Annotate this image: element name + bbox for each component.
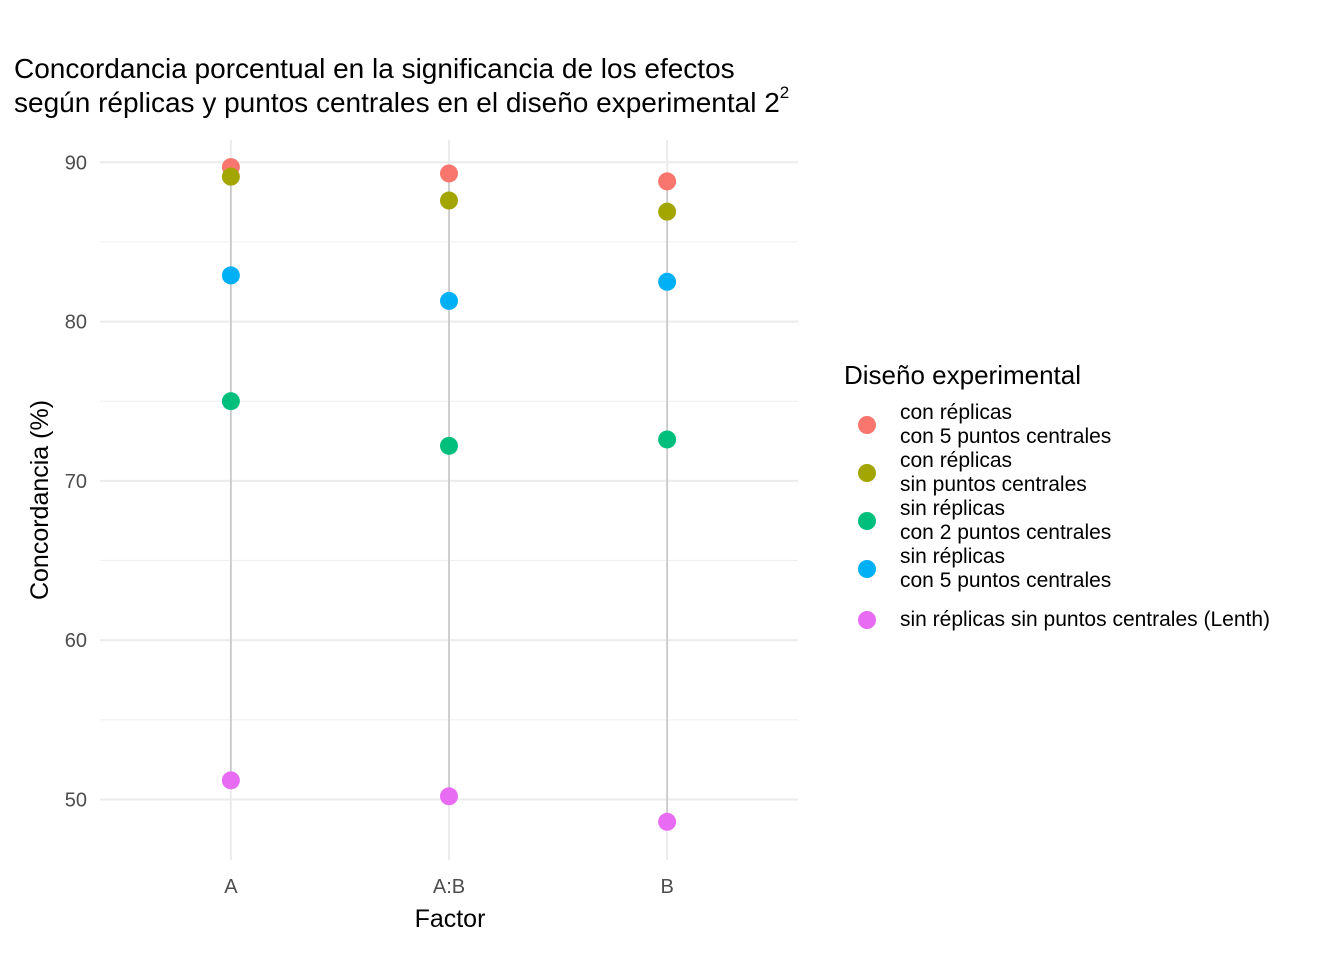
legend-label: sin réplicas con 2 puntos centrales [900, 497, 1112, 544]
data-point [221, 771, 240, 790]
data-point [658, 172, 677, 191]
y-axis-title: Concordancia (%) [26, 400, 54, 600]
legend-item: sin réplicas con 5 puntos centrales [844, 545, 1270, 593]
chart-title-line2-text: según réplicas y puntos centrales en el … [14, 87, 780, 118]
legend-items: con réplicas con 5 puntos centrales con r… [844, 401, 1270, 645]
category-segments [230, 167, 668, 822]
legend-item: con réplicas con 5 puntos centrales [844, 401, 1270, 449]
x-tick-label: A:B [433, 876, 465, 898]
data-point [658, 272, 677, 291]
y-tick-label: 90 [65, 152, 87, 174]
data-point [440, 787, 458, 806]
data-point [221, 167, 240, 186]
data-point [658, 202, 677, 221]
legend-swatch [858, 512, 876, 530]
chart-title-line1: Concordancia porcentual en la significan… [14, 53, 735, 84]
x-tick-label: B [660, 876, 673, 898]
y-tick-label: 80 [65, 312, 87, 334]
legend-swatch [858, 416, 876, 434]
data-point [221, 266, 240, 285]
data-point [440, 191, 458, 210]
legend-label: sin réplicas con 5 puntos centrales [900, 545, 1112, 592]
legend-swatch [858, 611, 876, 629]
chart-title: Concordancia porcentual en la significan… [14, 52, 789, 120]
data-point [440, 291, 458, 310]
data-point [440, 436, 458, 455]
chart-title-superscript: 2 [779, 83, 790, 102]
legend-label: sin réplicas sin puntos centrales (Lenth… [900, 608, 1271, 631]
legend-item: con réplicas sin puntos centrales [844, 449, 1270, 497]
x-tick-labels: A A:B B [224, 876, 674, 898]
data-point [658, 812, 677, 831]
data-point [658, 430, 677, 449]
data-point [440, 164, 458, 183]
legend-item: sin réplicas sin puntos centrales (Lenth… [844, 595, 1270, 645]
x-axis-title: Factor [415, 905, 486, 933]
legend-swatch [858, 464, 876, 482]
legend-item: sin réplicas con 2 puntos centrales [844, 497, 1270, 545]
x-tick-label: A [224, 876, 238, 898]
legend-swatch [858, 560, 876, 578]
legend-label: con réplicas con 5 puntos centrales [900, 401, 1112, 448]
data-points [221, 158, 677, 831]
legend-label: con réplicas sin puntos centrales [900, 449, 1087, 496]
y-tick-label: 60 [65, 630, 87, 652]
legend-title: Diseño experimental [844, 360, 1082, 390]
y-tick-label: 50 [65, 789, 87, 811]
data-point [221, 392, 240, 411]
chart-title-line2: según réplicas y puntos centrales en el … [14, 83, 790, 120]
y-tick-label: 70 [65, 471, 87, 493]
legend: Diseño experimental con réplicas con 5 p… [844, 360, 1270, 645]
y-tick-labels: 50 60 70 80 90 [65, 152, 87, 811]
